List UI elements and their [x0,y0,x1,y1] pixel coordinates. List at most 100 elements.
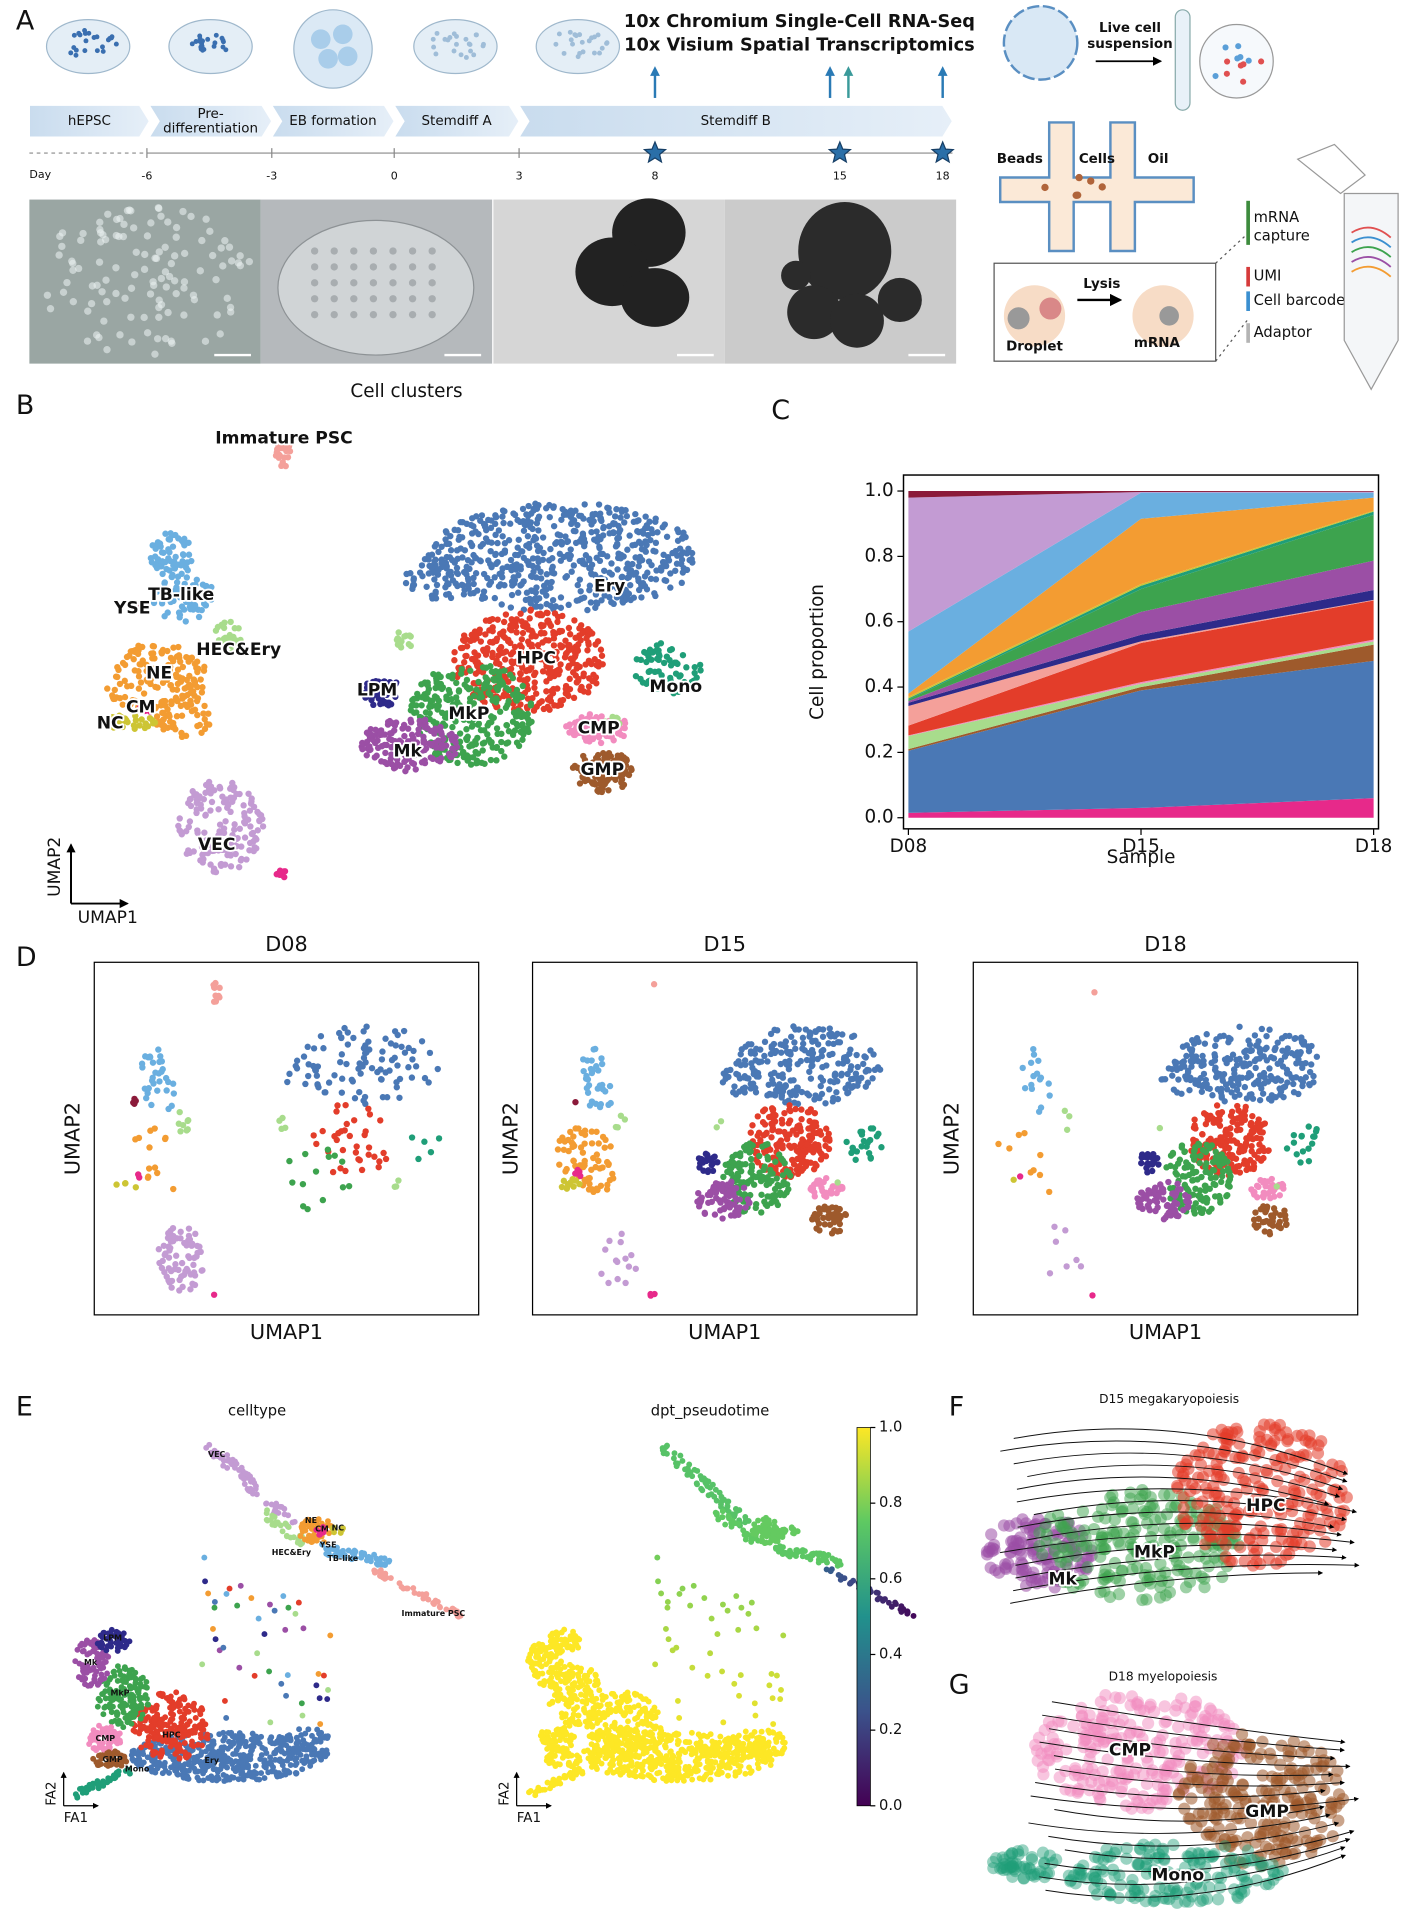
cell-dot [1266,1026,1273,1033]
cell-dot [600,524,607,532]
cell-dot [1242,1103,1249,1111]
cell-dot [697,1197,705,1204]
cluster-label: Mono [649,677,702,697]
cluster-label: NE [146,663,172,683]
cell-dot [1293,1060,1300,1067]
day-label: Day [29,168,51,181]
cell-dot [170,1185,177,1193]
cell-dot [627,596,634,604]
cell-dot [547,698,555,705]
cell-dot [152,683,159,691]
cell-dot [830,1215,838,1223]
cell-dot [617,731,624,738]
cell-dot [1252,1209,1259,1216]
cell-dot [566,675,573,683]
cell-dot [480,520,488,528]
cell-dot [463,643,471,650]
cell-dot [650,981,658,988]
cell-dot [503,722,511,729]
cell-dot [102,276,110,284]
cell-dot [588,521,595,528]
cell-dot [499,681,507,688]
cell-dot [247,823,254,830]
cell-dot [1241,1116,1249,1124]
cell-dot [420,737,427,744]
cell-dot [1212,1181,1219,1189]
cell-dot [130,722,138,729]
cell-dot [235,863,243,871]
cell-dot [746,1149,753,1156]
stage-chevron [517,104,954,138]
cell-dot [182,1268,189,1275]
cell-dot [488,539,495,546]
cell-dot [635,517,642,524]
umap-frame [531,961,918,1316]
cell-dot [1305,1044,1313,1051]
cell-dot [457,518,464,526]
cell-dot [468,48,473,54]
well [408,247,417,255]
cell-dot [1156,1124,1164,1132]
cell-dot [1290,1080,1297,1088]
cell-dot [334,1102,341,1109]
cell-dot [787,1144,795,1151]
cell-dot [278,462,285,470]
cell-dot [365,1105,372,1112]
cell-dot [563,572,571,580]
cell-dot [624,574,631,582]
cell-dot [581,561,589,568]
cell-dot [1263,1032,1270,1040]
cell-dot [562,1168,569,1175]
cell-dot [414,690,421,698]
cell-dot [594,600,601,607]
cell-dot [842,1211,849,1218]
cell-dot [556,628,563,636]
cell-dot [1222,1132,1229,1139]
cell-dot [241,818,248,826]
cell-dot [513,693,521,700]
cell-dot [404,753,411,760]
cell-dot [592,591,600,598]
cell-dot [814,1041,822,1048]
cell-dot [543,678,550,685]
cell-dot [691,663,698,671]
cell-dot [77,32,83,38]
cell-dot [645,668,652,676]
well [350,247,358,255]
well [350,279,358,287]
cell-dot [1224,1126,1231,1133]
cell-dot [474,587,481,594]
cell-dot [157,274,166,283]
cell-dot [433,540,440,548]
well [369,295,378,303]
cell-dot [743,1074,750,1082]
cell-dot [519,664,526,671]
cell-dot [331,1152,338,1159]
cell-dot [630,571,638,578]
cell-dot [1250,1189,1257,1196]
cell-dot [602,1246,609,1253]
cell-dot [864,1139,871,1147]
cell-dot [127,313,135,321]
cell-dot [215,847,222,854]
cell-dot [574,581,581,589]
cell-dot [1279,1063,1287,1070]
cell-dot [613,584,621,592]
cell-dot [862,1083,869,1090]
cell-dot [621,1116,629,1123]
cell-dot [565,601,572,609]
cell-dot [1033,1070,1041,1077]
cell-dot [1258,1025,1266,1033]
cell-dot [412,766,419,773]
cell-dot [161,335,170,343]
cell-dot [586,557,593,564]
cell-dot [153,713,161,720]
cell-dot [238,855,245,863]
cell-dot [158,1058,166,1065]
cell-dot [206,227,214,236]
cell-dot [111,695,119,703]
cell-dot [84,307,92,315]
cell-dot [539,668,547,675]
cell-dot [144,1089,151,1097]
cell-dot [178,570,185,577]
